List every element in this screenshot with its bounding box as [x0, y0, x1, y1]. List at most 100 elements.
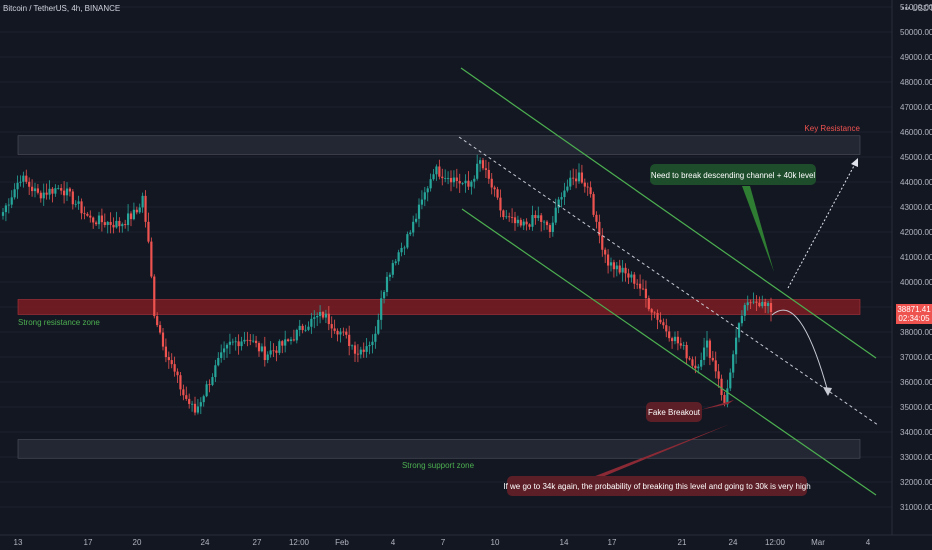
time-tick-label: Feb [335, 538, 349, 547]
candle-body [665, 325, 668, 332]
candle-body [508, 216, 511, 218]
candle-body [656, 313, 659, 320]
candle-body [676, 336, 680, 344]
candle-body [726, 388, 729, 405]
candle-body [284, 339, 287, 346]
candle-body [400, 247, 403, 253]
candle-body [636, 283, 639, 285]
candle-body [150, 241, 153, 277]
candle-body [697, 366, 700, 369]
bearish-arrow-head-icon [823, 387, 832, 396]
candle-body [330, 324, 333, 329]
time-tick-label: 24 [201, 538, 210, 547]
time-axis[interactable]: 13 17 20 24 27 12:00 Feb 4 7 10 14 17 21 24 12:00 Mar 4 [14, 538, 871, 547]
candle-body [202, 396, 205, 403]
candle-body [615, 265, 618, 270]
candle-body [25, 175, 28, 182]
candle-body [220, 352, 223, 358]
candle-body [423, 192, 426, 200]
candle-body [188, 398, 191, 404]
candle-body [406, 234, 409, 248]
candle-body [583, 182, 586, 187]
candle-body [764, 301, 767, 307]
channel-lower-line[interactable] [461, 208, 877, 496]
candle-body [673, 336, 677, 342]
candle-body [289, 339, 293, 342]
candles [1, 154, 773, 416]
candle-body [537, 215, 540, 219]
candle-body [83, 213, 86, 215]
candle-body [604, 249, 607, 255]
candle-body [714, 360, 717, 372]
candle-body [263, 346, 266, 361]
candle-body [170, 360, 173, 365]
candle-body [525, 221, 528, 225]
candle-body [624, 267, 627, 274]
callout-fake-breakout-text: Fake Breakout [648, 408, 701, 417]
candle-body [551, 222, 554, 232]
candle-body [301, 325, 304, 331]
candle-body [281, 341, 284, 346]
candle-body [601, 235, 604, 250]
candle-body [749, 302, 752, 304]
candle-body [313, 317, 316, 319]
candle-body [691, 359, 694, 366]
candle-body [743, 305, 746, 316]
callout-probability[interactable]: If we go to 34k again, the probability o… [503, 476, 811, 496]
bearish-projection-curve[interactable] [771, 309, 829, 393]
candle-body [345, 331, 348, 335]
price-tick-label: 38000.00 [900, 328, 932, 337]
candle-body [470, 181, 473, 187]
strong-resistance-zone[interactable] [17, 299, 861, 315]
candle-body [118, 220, 121, 227]
candle-body [339, 331, 342, 335]
channel-upper-line[interactable] [460, 67, 877, 359]
candle-body [377, 319, 380, 334]
candle-body [513, 217, 517, 224]
candle-body [740, 315, 744, 324]
candle-body [307, 326, 310, 330]
candle-body [638, 283, 642, 289]
callout-need-to-break[interactable]: Need to break descending channel + 40k l… [650, 164, 816, 185]
candle-body [356, 353, 360, 355]
channel-mid-line[interactable] [458, 136, 879, 426]
candle-body [208, 384, 211, 386]
candle-body [382, 291, 386, 299]
price-tick-label: 49000.00 [900, 53, 932, 62]
candle-body [371, 341, 374, 346]
currency-label: USDT [912, 4, 932, 13]
candle-body [409, 232, 412, 235]
candle-body [641, 288, 645, 290]
price-axis[interactable]: 31000.00 32000.00 33000.00 34000.00 35000.00… [900, 3, 932, 512]
candle-body [417, 204, 421, 219]
candle-body [700, 359, 703, 367]
price-tick-label: 47000.00 [900, 103, 932, 112]
candle-body [412, 221, 415, 233]
candle-body [394, 261, 397, 264]
candle-body [278, 341, 281, 353]
bullish-projection-line[interactable] [787, 163, 856, 289]
candle-body [476, 163, 479, 179]
candle-body [234, 341, 237, 343]
candle-body [766, 303, 770, 307]
time-tick-label: Mar [811, 538, 825, 547]
candle-body [126, 213, 130, 226]
candle-body [432, 174, 435, 180]
candle-body [388, 274, 392, 277]
callout-fake-breakout[interactable]: Fake Breakout [646, 402, 702, 422]
time-tick-label: 24 [729, 538, 738, 547]
candle-body [374, 333, 377, 342]
candle-body [769, 303, 773, 313]
candle-body [74, 203, 77, 205]
callout-green-box [650, 164, 816, 185]
price-tick-label: 35000.00 [900, 403, 932, 412]
symbol-title: Bitcoin / TetherUS, 4h, BINANCE [3, 4, 120, 13]
candle-body [505, 216, 508, 218]
key-resistance-zone[interactable] [17, 135, 861, 155]
dots-menu-icon[interactable] [902, 7, 910, 9]
strong-support-zone[interactable] [17, 439, 861, 459]
candle-body [732, 354, 735, 373]
candle-body [214, 365, 217, 378]
candle-body [158, 325, 162, 333]
